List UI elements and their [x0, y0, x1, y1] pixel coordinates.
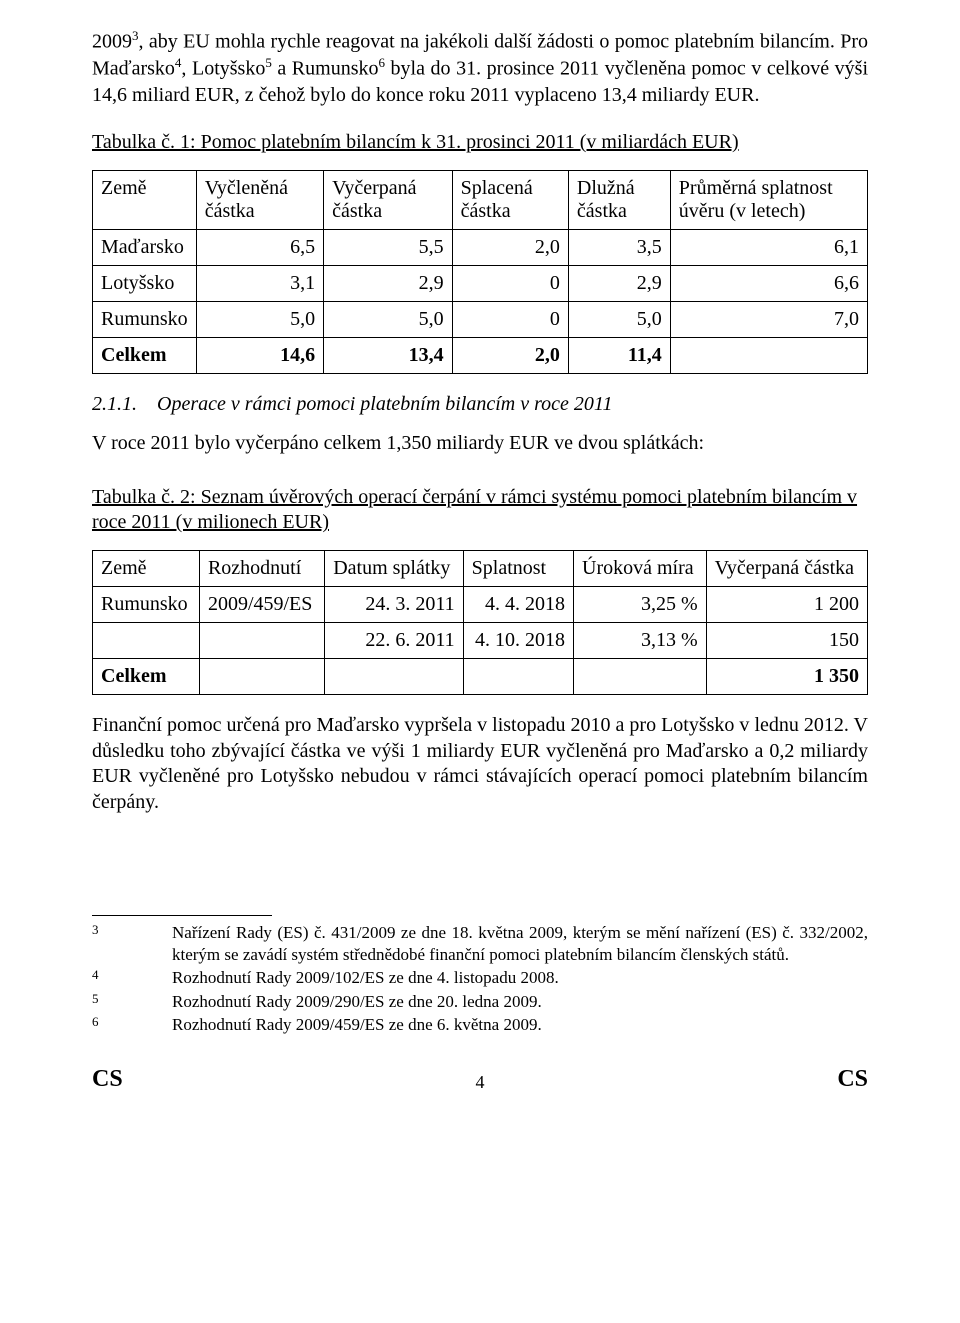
footnote-number: 3	[92, 922, 99, 937]
footer-right: CS	[837, 1066, 868, 1093]
cell: 6,6	[670, 265, 867, 301]
col-zeme: Země	[93, 551, 200, 587]
table-2: Země Rozhodnutí Datum splátky Splatnost …	[92, 550, 868, 695]
table-row: Země Vyčleněná částka Vyčerpaná částka S…	[93, 170, 868, 229]
col-urok: Úroková míra	[574, 551, 707, 587]
cell: 5,5	[324, 229, 453, 265]
cell: 22. 6. 2011	[325, 623, 463, 659]
cell: Celkem	[93, 337, 197, 373]
table-row: Maďarsko 6,5 5,5 2,0 3,5 6,1	[93, 229, 868, 265]
cell: 14,6	[196, 337, 323, 373]
text: , Lotyšsko	[181, 58, 265, 80]
footnote-text: Rozhodnutí Rady 2009/290/ES ze dne 20. l…	[172, 991, 868, 1013]
table-row: 22. 6. 2011 4. 10. 2018 3,13 % 150	[93, 623, 868, 659]
cell: 1 200	[706, 587, 867, 623]
col-splacena: Splacená částka	[452, 170, 568, 229]
table2-caption: Tabulka č. 2: Seznam úvěrových operací č…	[92, 486, 857, 534]
footnote-number: 5	[92, 991, 99, 1006]
cell: Lotyšsko	[93, 265, 197, 301]
cell: 150	[706, 623, 867, 659]
section-number: 2.1.1.	[92, 393, 137, 415]
footnote-4: 4 Rozhodnutí Rady 2009/102/ES ze dne 4. …	[92, 967, 868, 989]
cell: Celkem	[93, 659, 200, 695]
cell: 0	[452, 301, 568, 337]
cell: 4. 4. 2018	[463, 587, 573, 623]
col-splatnost: Průměrná splatnost úvěru (v letech)	[670, 170, 867, 229]
col-vycerpana: Vyčerpaná částka	[324, 170, 453, 229]
cell: 1 350	[706, 659, 867, 695]
cell: 2,9	[568, 265, 670, 301]
cell: 13,4	[324, 337, 453, 373]
cell: 2,9	[324, 265, 453, 301]
text: 2009	[92, 31, 132, 53]
cell: 7,0	[670, 301, 867, 337]
paragraph-1: 20093, aby EU mohla rychle reagovat na j…	[92, 28, 868, 108]
footnote-number: 6	[92, 1014, 99, 1029]
col-vyclenena: Vyčleněná částka	[196, 170, 323, 229]
col-vycerpana: Vyčerpaná částka	[706, 551, 867, 587]
cell	[93, 623, 200, 659]
cell: 11,4	[568, 337, 670, 373]
cell: 3,25 %	[574, 587, 707, 623]
table-row: Rumunsko 2009/459/ES 24. 3. 2011 4. 4. 2…	[93, 587, 868, 623]
col-zeme: Země	[93, 170, 197, 229]
cell: 3,1	[196, 265, 323, 301]
table-row: Země Rozhodnutí Datum splátky Splatnost …	[93, 551, 868, 587]
paragraph-3: Finanční pomoc určená pro Maďarsko vyprš…	[92, 713, 868, 815]
cell: 5,0	[568, 301, 670, 337]
cell: 2009/459/ES	[199, 587, 324, 623]
cell: 3,13 %	[574, 623, 707, 659]
cell	[670, 337, 867, 373]
cell: Rumunsko	[93, 301, 197, 337]
col-splatnost: Splatnost	[463, 551, 573, 587]
cell: Rumunsko	[93, 587, 200, 623]
table-row-total: Celkem 1 350	[93, 659, 868, 695]
cell: 5,0	[196, 301, 323, 337]
col-dluzna: Dlužná částka	[568, 170, 670, 229]
cell: 0	[452, 265, 568, 301]
col-datum: Datum splátky	[325, 551, 463, 587]
cell	[199, 623, 324, 659]
cell	[199, 659, 324, 695]
cell: 24. 3. 2011	[325, 587, 463, 623]
table-row-total: Celkem 14,6 13,4 2,0 11,4	[93, 337, 868, 373]
footnote-rule	[92, 915, 272, 916]
footnote-5: 5 Rozhodnutí Rady 2009/290/ES ze dne 20.…	[92, 991, 868, 1013]
section-211-title: 2.1.1. Operace v rámci pomoci platebním …	[92, 392, 868, 418]
section-heading: Operace v rámci pomoci platebním bilancí…	[157, 393, 612, 415]
footnotes: 3 Nařízení Rady (ES) č. 431/2009 ze dne …	[92, 922, 868, 1035]
cell: 3,5	[568, 229, 670, 265]
footnote-text: Nařízení Rady (ES) č. 431/2009 ze dne 18…	[172, 922, 868, 965]
cell: 6,1	[670, 229, 867, 265]
text: a Rumunsko	[272, 58, 379, 80]
table-row: Lotyšsko 3,1 2,9 0 2,9 6,6	[93, 265, 868, 301]
footnote-text: Rozhodnutí Rady 2009/102/ES ze dne 4. li…	[172, 967, 868, 989]
table-row: Rumunsko 5,0 5,0 0 5,0 7,0	[93, 301, 868, 337]
footnote-text: Rozhodnutí Rady 2009/459/ES ze dne 6. kv…	[172, 1014, 868, 1036]
footer-left: CS	[92, 1066, 123, 1093]
cell: 4. 10. 2018	[463, 623, 573, 659]
footnote-6: 6 Rozhodnutí Rady 2009/459/ES ze dne 6. …	[92, 1014, 868, 1036]
page-number: 4	[476, 1072, 485, 1093]
table-1: Země Vyčleněná částka Vyčerpaná částka S…	[92, 170, 868, 374]
cell: 6,5	[196, 229, 323, 265]
cell	[463, 659, 573, 695]
cell	[325, 659, 463, 695]
paragraph-2: V roce 2011 bylo vyčerpáno celkem 1,350 …	[92, 431, 868, 457]
cell: 2,0	[452, 229, 568, 265]
cell	[574, 659, 707, 695]
cell: Maďarsko	[93, 229, 197, 265]
table1-caption: Tabulka č. 1: Pomoc platebním bilancím k…	[92, 131, 739, 153]
col-rozhodnuti: Rozhodnutí	[199, 551, 324, 587]
page-footer: CS 4 CS	[92, 1066, 868, 1093]
cell: 2,0	[452, 337, 568, 373]
footnote-number: 4	[92, 967, 99, 982]
cell: 5,0	[324, 301, 453, 337]
footnote-3: 3 Nařízení Rady (ES) č. 431/2009 ze dne …	[92, 922, 868, 965]
